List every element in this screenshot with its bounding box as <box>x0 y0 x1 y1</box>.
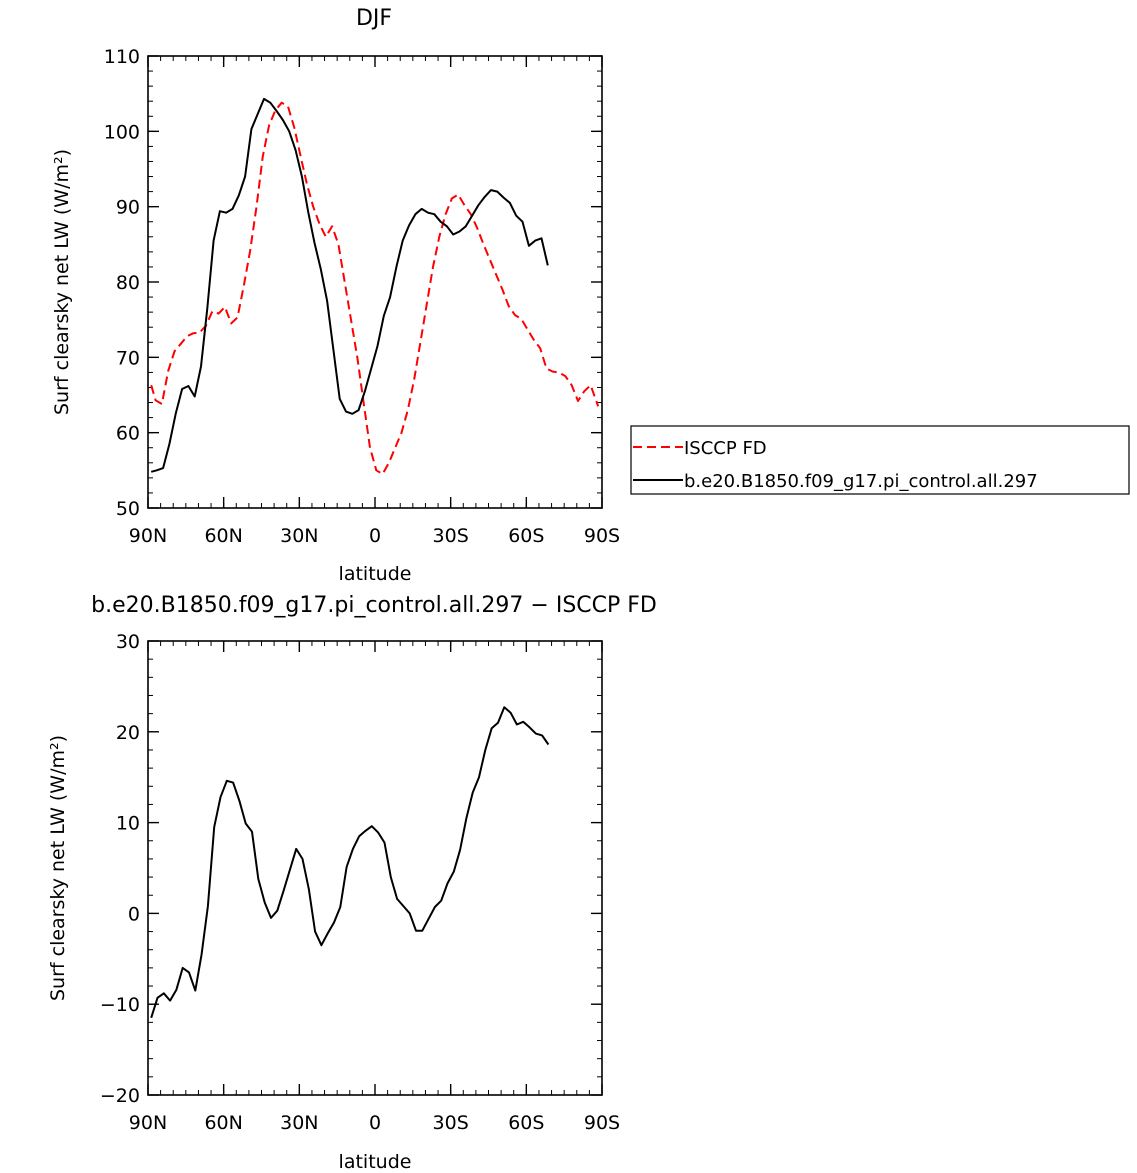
y-tick-label: 10 <box>116 813 140 835</box>
y-tick-label: −20 <box>100 1085 140 1107</box>
bottom-panel-ylabel: Surf clearsky net LW (W/m²) <box>47 735 69 1001</box>
y-tick-label: 50 <box>116 498 140 520</box>
y-tick-label: 0 <box>128 903 140 925</box>
series-line-0 <box>150 706 550 1019</box>
legend-label-model: b.e20.B1850.f09_g17.pi_control.all.297 <box>684 471 1038 492</box>
series-line-1 <box>150 97 549 473</box>
y-tick-label: 80 <box>116 272 140 294</box>
x-tick-label: 60N <box>204 1112 242 1134</box>
x-tick-label: 90N <box>129 1112 167 1134</box>
top-panel-ylabel: Surf clearsky net LW (W/m²) <box>51 149 73 415</box>
top-panel: DJF 90N 60N 30N 0 30S 60S 90S5060708090100110 … <box>51 6 1130 585</box>
y-tick-label: 100 <box>104 121 140 143</box>
legend-box <box>630 425 1130 495</box>
x-tick-label: 60N <box>204 525 242 547</box>
legend-label-isccp: ISCCP FD <box>684 438 767 459</box>
y-tick-label: 90 <box>116 197 140 219</box>
y-tick-label: 30 <box>116 631 140 653</box>
bottom-panel-xlabel: latitude <box>339 1151 412 1173</box>
bottom-panel-frame <box>147 640 603 1096</box>
x-tick-label: 60S <box>508 525 544 547</box>
x-tick-label: 30N <box>280 525 318 547</box>
x-tick-label: 0 <box>369 1112 381 1134</box>
x-tick-label: 0 <box>369 525 381 547</box>
bottom-panel-title: b.e20.B1850.f09_g17.pi_control.all.297 −… <box>91 593 657 618</box>
x-tick-label: 60S <box>508 1112 544 1134</box>
x-tick-label: 90S <box>584 1112 620 1134</box>
x-tick-label: 30S <box>433 1112 469 1134</box>
bottom-panel-lines <box>150 706 550 1019</box>
top-panel-lines <box>150 97 600 476</box>
top-panel-xlabel: latitude <box>339 563 412 585</box>
x-tick-label: 90N <box>129 525 167 547</box>
top-panel-ticks: 90N 60N 30N 0 30S 60S 90S 50 60 70 80 90 100 110 <box>104 46 620 547</box>
y-tick-label: 70 <box>116 347 140 369</box>
top-panel-title: DJF <box>356 6 392 31</box>
y-tick-label: 110 <box>104 46 140 68</box>
bottom-panel-ticks: 90N 60N 30N 0 30S 60S 90S −20 −10 0 10 20 30 <box>100 631 620 1134</box>
top-panel-frame <box>147 55 603 509</box>
x-tick-label: 30N <box>280 1112 318 1134</box>
x-tick-label: 30S <box>433 525 469 547</box>
bottom-panel: b.e20.B1850.f09_g17.pi_control.all.297 −… <box>47 593 657 1173</box>
y-tick-label: −10 <box>100 994 140 1016</box>
y-tick-label: 20 <box>116 722 140 744</box>
y-tick-label: 60 <box>116 423 140 445</box>
series-line-0 <box>150 101 600 476</box>
x-tick-label: 90S <box>584 525 620 547</box>
legend: ISCCP FD b.e20.B1850.f09_g17.pi_control.… <box>630 425 1130 495</box>
